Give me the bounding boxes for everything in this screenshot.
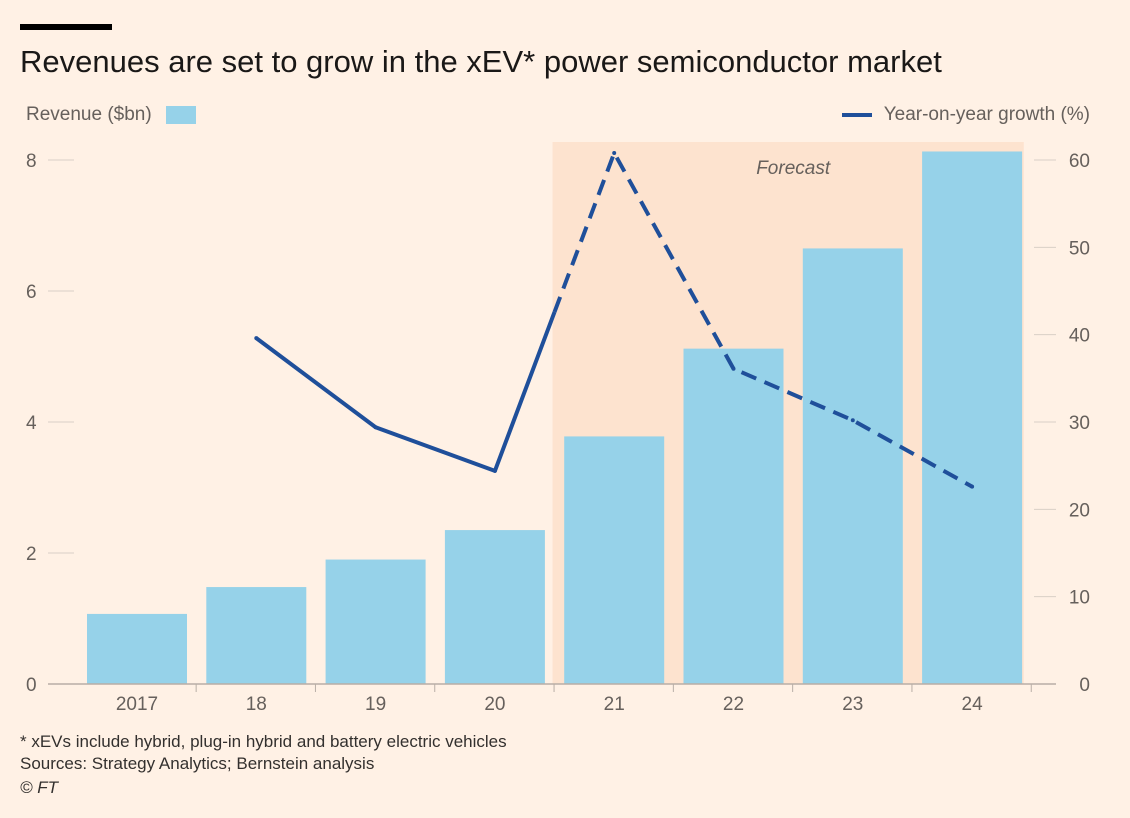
right-tick-label-40: 40: [1069, 326, 1090, 347]
chart-title: Revenues are set to grow in the xEV* pow…: [20, 44, 942, 79]
footnote-credit: © FT: [20, 778, 59, 797]
left-tick-label-8: 8: [26, 151, 37, 172]
right-tick-label-20: 20: [1069, 500, 1090, 521]
x-tick-label-19: 19: [365, 694, 386, 715]
x-tick-label-23: 23: [842, 694, 863, 715]
bar-24: [922, 151, 1023, 685]
x-tick-label-18: 18: [246, 694, 267, 715]
right-tick-label-50: 50: [1069, 238, 1090, 259]
x-tick-label-2017: 2017: [116, 694, 158, 715]
right-tick-label-0: 0: [1079, 675, 1090, 696]
bar-18: [206, 587, 307, 684]
right-tick-label-60: 60: [1069, 151, 1090, 172]
legend-revenue-label: Revenue ($bn): [26, 104, 152, 125]
growth-point-20: [492, 468, 497, 473]
left-tick-label-2: 2: [26, 544, 37, 565]
footnote-xev: * xEVs include hybrid, plug-in hybrid an…: [20, 732, 507, 751]
left-tick-label-0: 0: [26, 675, 37, 696]
left-tick-label-4: 4: [26, 413, 37, 434]
legend-revenue-swatch: [165, 106, 196, 124]
right-tick-label-10: 10: [1069, 588, 1090, 609]
legend-growth-line: [841, 113, 872, 117]
legend-growth-label: Year-on-year growth (%): [883, 104, 1090, 125]
growth-point-18: [254, 336, 259, 341]
x-tick-label-21: 21: [604, 694, 625, 715]
growth-point-23: [850, 418, 855, 423]
bar-22: [683, 348, 784, 684]
growth-point-24: [970, 484, 975, 489]
bar-20: [444, 530, 545, 684]
growth-point-21: [612, 151, 617, 156]
growth-line-forecast: [552, 151, 974, 489]
left-tick-label-6: 6: [26, 282, 37, 303]
growth-line-actual: [255, 311, 557, 473]
legend-revenue: Revenue ($bn): [26, 104, 196, 126]
bar-21: [564, 436, 665, 684]
legend-growth: Year-on-year growth (%): [841, 104, 1090, 126]
right-tick-label-30: 30: [1069, 413, 1090, 434]
bar-2017: [87, 613, 187, 684]
x-tick-label-22: 22: [723, 694, 744, 715]
footnote-sources: Sources: Strategy Analytics; Bernstein a…: [20, 754, 375, 773]
x-tick-label-20: 20: [484, 694, 505, 715]
ft-title-bar: [20, 24, 112, 30]
bar-23: [802, 248, 903, 685]
forecast-label: Forecast: [756, 158, 831, 179]
x-tick-label-24: 24: [962, 694, 984, 715]
growth-point-22: [731, 366, 736, 371]
bar-19: [325, 559, 426, 684]
growth-point-19: [373, 425, 378, 430]
